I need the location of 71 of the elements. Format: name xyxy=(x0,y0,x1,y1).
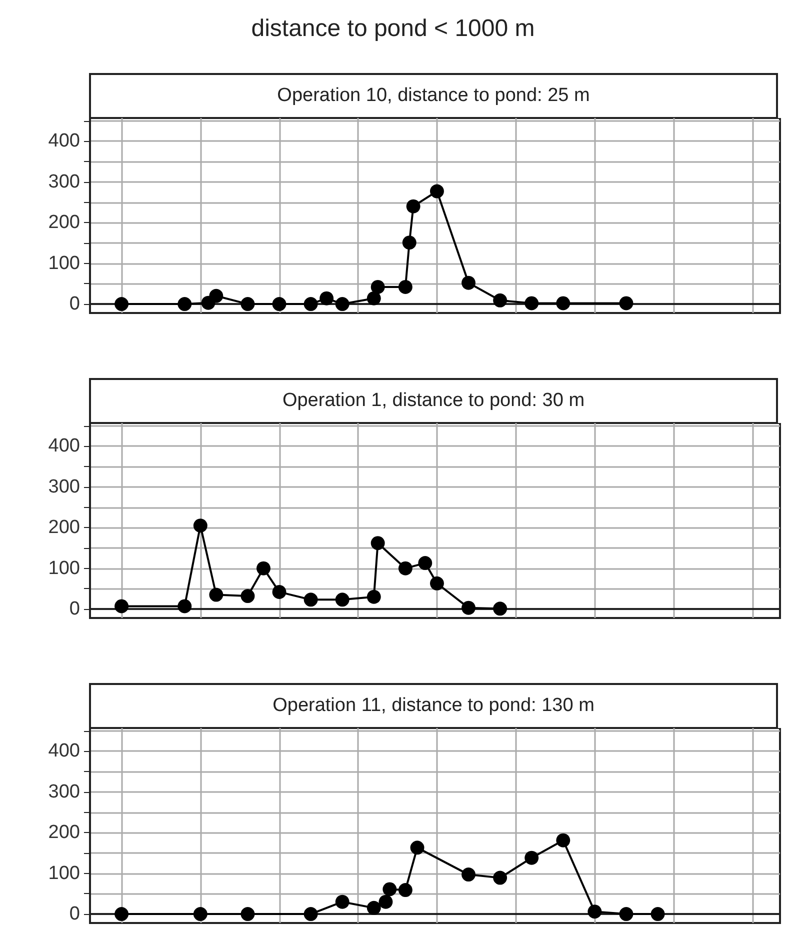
point xyxy=(462,276,476,290)
point xyxy=(493,602,508,616)
point xyxy=(240,589,255,604)
y-tick-label: 200 xyxy=(48,212,80,234)
point xyxy=(378,894,393,909)
point xyxy=(402,236,416,250)
point xyxy=(114,297,129,312)
chart-subtitle: Operation 11, distance to pond: 130 m xyxy=(89,683,778,729)
point xyxy=(366,900,381,915)
chart-subtitle: Operation 1, distance to pond: 30 m xyxy=(89,378,778,424)
y-tick-label: 0 xyxy=(69,294,80,315)
y-tick-label: 100 xyxy=(48,862,80,884)
point xyxy=(410,840,424,855)
point xyxy=(430,184,444,198)
point xyxy=(398,280,412,294)
point xyxy=(335,592,350,607)
point xyxy=(209,588,224,602)
y-tick-label: 100 xyxy=(48,252,80,274)
chart-subtitle: Operation 10, distance to pond: 25 m xyxy=(89,73,778,119)
point xyxy=(256,561,270,576)
point xyxy=(320,291,334,306)
y-tick-label: 400 xyxy=(48,130,80,152)
point xyxy=(524,296,539,310)
point xyxy=(430,576,444,590)
point xyxy=(193,518,208,533)
y-tick-label: 300 xyxy=(48,781,80,802)
point xyxy=(493,293,508,308)
point xyxy=(272,584,286,599)
point xyxy=(193,907,208,922)
point xyxy=(418,556,432,570)
point xyxy=(524,850,539,865)
y-tick-label: 300 xyxy=(48,171,80,192)
point xyxy=(398,561,412,576)
point xyxy=(406,199,420,214)
y-tick-label: 400 xyxy=(48,436,80,457)
point xyxy=(556,833,570,848)
point xyxy=(240,297,255,312)
point xyxy=(493,870,508,885)
point xyxy=(240,907,255,922)
y-tick-label: 0 xyxy=(69,904,80,925)
y-tick-label: 200 xyxy=(48,822,80,844)
point xyxy=(209,288,224,303)
point xyxy=(588,904,602,919)
point xyxy=(619,907,634,922)
point xyxy=(398,883,412,898)
point xyxy=(382,882,397,896)
point xyxy=(619,296,634,310)
point xyxy=(462,600,476,615)
y-tick-label: 200 xyxy=(48,517,80,538)
point xyxy=(370,280,385,294)
point xyxy=(178,599,192,614)
point xyxy=(370,536,385,550)
point xyxy=(335,297,350,312)
point xyxy=(304,592,318,607)
point xyxy=(178,297,192,312)
point xyxy=(462,868,476,882)
y-tick-label: 100 xyxy=(48,558,80,579)
point xyxy=(272,297,286,312)
y-tick-label: 300 xyxy=(48,476,80,498)
point xyxy=(304,907,318,922)
point xyxy=(304,297,318,312)
y-tick-label: 400 xyxy=(48,740,80,762)
point xyxy=(366,590,381,604)
point xyxy=(650,907,665,922)
point xyxy=(335,894,350,909)
y-tick-label: 0 xyxy=(69,598,80,620)
point xyxy=(114,907,129,922)
point xyxy=(114,599,129,614)
point xyxy=(556,296,570,310)
point xyxy=(366,291,381,306)
chart-title: distance to pond < 1000 m xyxy=(250,15,536,43)
